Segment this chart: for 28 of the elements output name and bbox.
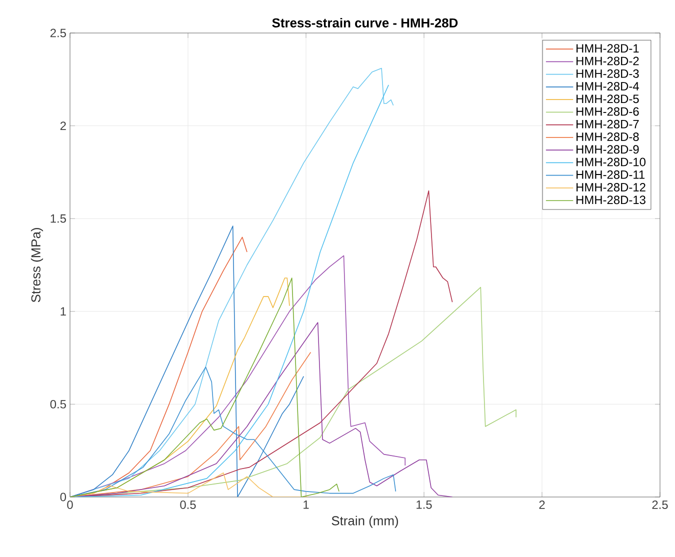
legend-label: HMH-28D-8 xyxy=(576,132,639,141)
y-tick-label: 1.5 xyxy=(50,214,66,223)
legend-label: HMH-28D-11 xyxy=(576,170,644,179)
legend-label: HMH-28D-6 xyxy=(576,107,639,116)
x-tick-label: 1 xyxy=(304,500,309,509)
x-tick-label: 2 xyxy=(539,500,545,509)
x-tick-label: 0 xyxy=(67,500,73,509)
legend-label: HMH-28D-13 xyxy=(576,196,646,204)
legend-label: HMH-28D-2 xyxy=(576,56,639,66)
legend-label: HMH-28D-3 xyxy=(576,69,639,78)
legend-label: HMH-28D-1 xyxy=(576,44,639,53)
legend-label: HMH-28D-9 xyxy=(576,145,639,154)
x-tick-label: 2.5 xyxy=(652,500,668,509)
y-tick-label: 0 xyxy=(60,492,66,502)
chart-title: Stress-strain curve - HMH-28D xyxy=(272,18,458,28)
x-axis-title: Strain (mm) xyxy=(332,516,398,528)
legend-label: HMH-28D-5 xyxy=(576,94,639,104)
x-tick-label: 0.5 xyxy=(180,500,196,509)
y-tick-label: 2.5 xyxy=(50,28,66,38)
legend-label: HMH-28D-4 xyxy=(576,82,639,90)
legend-label: HMH-28D-10 xyxy=(576,158,646,166)
legend-label: HMH-28D-7 xyxy=(576,120,639,128)
legend-label: HMH-28D-12 xyxy=(576,183,646,192)
x-tick-label: 1.5 xyxy=(416,500,432,509)
y-axis-title: Stress (MPa) xyxy=(30,228,44,302)
y-tick-label: 1 xyxy=(60,307,66,316)
y-tick-label: 0.5 xyxy=(50,400,66,408)
y-tick-label: 2 xyxy=(60,122,66,130)
